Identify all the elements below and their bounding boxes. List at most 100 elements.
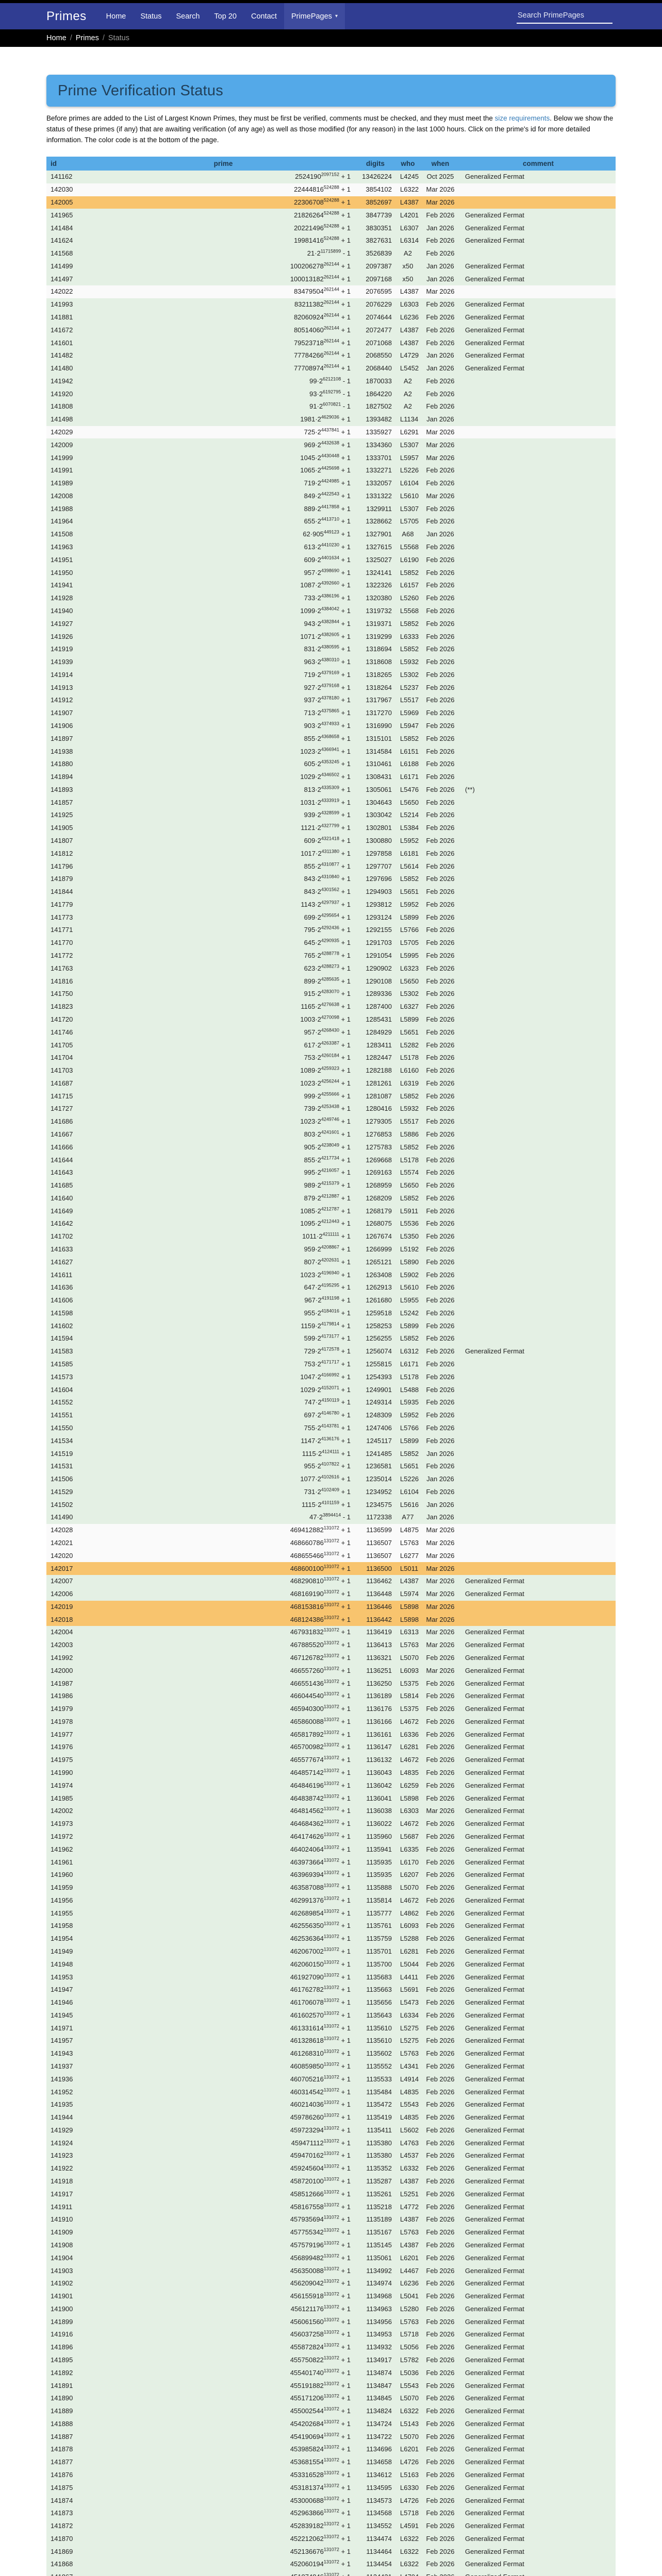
cell-id-link[interactable]: 141978: [51, 1717, 73, 1725]
cell-id-link[interactable]: 141927: [51, 619, 73, 628]
cell-id-link[interactable]: 141685: [51, 1181, 73, 1190]
cell-id-link[interactable]: 141975: [51, 1756, 73, 1764]
cell-id-link[interactable]: 141929: [51, 2126, 73, 2134]
cell-id-link[interactable]: 141977: [51, 1730, 73, 1738]
cell-id-link[interactable]: 141602: [51, 1321, 73, 1330]
cell-id-link[interactable]: 141911: [51, 2202, 73, 2211]
cell-id-link[interactable]: 141870: [51, 2534, 73, 2543]
cell-id-link[interactable]: 141876: [51, 2471, 73, 2479]
cell-id-link[interactable]: 142007: [51, 1577, 73, 1585]
nav-item-home[interactable]: Home: [106, 12, 126, 21]
cell-id-link[interactable]: 141892: [51, 2368, 73, 2377]
cell-id-link[interactable]: 141922: [51, 2164, 73, 2173]
cell-id-link[interactable]: 141900: [51, 2304, 73, 2313]
cell-id-link[interactable]: 141702: [51, 1232, 73, 1241]
nav-item-search[interactable]: Search: [176, 12, 200, 21]
cell-id-link[interactable]: 141568: [51, 249, 73, 258]
cell-id-link[interactable]: 141919: [51, 645, 73, 653]
cell-id-link[interactable]: 141869: [51, 2547, 73, 2555]
cell-id-link[interactable]: 142000: [51, 1666, 73, 1674]
cell-id-link[interactable]: 141928: [51, 594, 73, 602]
cell-id-link[interactable]: 141480: [51, 364, 73, 372]
cell-id-link[interactable]: 142006: [51, 1590, 73, 1598]
cell-id-link[interactable]: 141750: [51, 990, 73, 998]
nav-item-top20[interactable]: Top 20: [214, 12, 237, 21]
cell-id-link[interactable]: 142003: [51, 1641, 73, 1649]
cell-id-link[interactable]: 141907: [51, 709, 73, 717]
cell-id-link[interactable]: 141640: [51, 1194, 73, 1202]
cell-id-link[interactable]: 141534: [51, 1436, 73, 1445]
cell-id-link[interactable]: 141874: [51, 2496, 73, 2504]
nav-item-contact[interactable]: Contact: [251, 12, 277, 21]
cell-id-link[interactable]: 141611: [51, 1270, 73, 1279]
cell-id-link[interactable]: 141895: [51, 2355, 73, 2364]
cell-id-link[interactable]: 142002: [51, 1807, 73, 1815]
cell-id-link[interactable]: 141957: [51, 2037, 73, 2045]
cell-id-link[interactable]: 141598: [51, 1309, 73, 1317]
cell-id-link[interactable]: 141746: [51, 1028, 73, 1036]
cell-id-link[interactable]: 141935: [51, 2100, 73, 2109]
cell-id-link[interactable]: 141482: [51, 351, 73, 360]
cell-id-link[interactable]: 141875: [51, 2483, 73, 2492]
cell-id-link[interactable]: 141873: [51, 2509, 73, 2517]
cell-id-link[interactable]: 141972: [51, 1832, 73, 1840]
cell-id-link[interactable]: 141887: [51, 2432, 73, 2441]
cell-id-link[interactable]: 141686: [51, 1117, 73, 1126]
cell-id-link[interactable]: 141949: [51, 1947, 73, 1955]
cell-id-link[interactable]: 142029: [51, 428, 73, 436]
cell-id-link[interactable]: 141715: [51, 1092, 73, 1100]
cell-id-link[interactable]: 142021: [51, 1538, 73, 1547]
cell-id-link[interactable]: 141490: [51, 1513, 73, 1521]
cell-id-link[interactable]: 141960: [51, 1871, 73, 1879]
cell-id-link[interactable]: 141773: [51, 913, 73, 921]
cell-id-link[interactable]: 141877: [51, 2458, 73, 2466]
cell-id-link[interactable]: 141990: [51, 1769, 73, 1777]
cell-id-link[interactable]: 142030: [51, 185, 73, 194]
cell-id-link[interactable]: 141881: [51, 313, 73, 321]
cell-id-link[interactable]: 141912: [51, 696, 73, 704]
cell-id-link[interactable]: 141965: [51, 211, 73, 219]
cell-id-link[interactable]: 141704: [51, 1054, 73, 1062]
cell-id-link[interactable]: 141705: [51, 1041, 73, 1049]
cell-id-link[interactable]: 141552: [51, 1398, 73, 1406]
cell-id-link[interactable]: 141844: [51, 888, 73, 896]
nav-item-status[interactable]: Status: [140, 12, 162, 21]
cell-id-link[interactable]: 141703: [51, 1066, 73, 1075]
cell-id-link[interactable]: 141956: [51, 1896, 73, 1904]
cell-id-link[interactable]: 141550: [51, 1423, 73, 1432]
cell-id-link[interactable]: 141606: [51, 1296, 73, 1304]
cell-id-link[interactable]: 141636: [51, 1283, 73, 1292]
cell-id-link[interactable]: 141880: [51, 760, 73, 768]
cell-id-link[interactable]: 141993: [51, 300, 73, 309]
cell-id-link[interactable]: 141948: [51, 1960, 73, 1968]
cell-id-link[interactable]: 141903: [51, 2266, 73, 2275]
cell-id-link[interactable]: 141889: [51, 2407, 73, 2415]
cell-id-link[interactable]: 141954: [51, 1935, 73, 1943]
cell-id-link[interactable]: 141879: [51, 875, 73, 883]
cell-id-link[interactable]: 141987: [51, 1679, 73, 1687]
cell-id-link[interactable]: 141624: [51, 236, 73, 245]
cell-id-link[interactable]: 141979: [51, 1705, 73, 1713]
cell-id-link[interactable]: 141498: [51, 415, 73, 423]
cell-id-link[interactable]: 141763: [51, 964, 73, 972]
cell-id-link[interactable]: 141816: [51, 977, 73, 985]
cell-id-link[interactable]: 141914: [51, 670, 73, 679]
cell-id-link[interactable]: 141508: [51, 530, 73, 538]
cell-id-link[interactable]: 141905: [51, 824, 73, 832]
cell-id-link[interactable]: 141888: [51, 2419, 73, 2428]
cell-id-link[interactable]: 141953: [51, 1973, 73, 1981]
cell-id-link[interactable]: 141909: [51, 2228, 73, 2236]
breadcrumb-primes-link[interactable]: Primes: [75, 34, 99, 42]
cell-id-link[interactable]: 141961: [51, 1858, 73, 1866]
cell-id-link[interactable]: 141506: [51, 1475, 73, 1483]
cell-id-link[interactable]: 141908: [51, 2241, 73, 2249]
cell-id-link[interactable]: 141924: [51, 2139, 73, 2147]
cell-id-link[interactable]: 141604: [51, 1385, 73, 1394]
cell-id-link[interactable]: 141867: [46, 2571, 92, 2576]
cell-id-link[interactable]: 141878: [51, 2445, 73, 2453]
cell-id-link[interactable]: 141937: [51, 2062, 73, 2071]
cell-id-link[interactable]: 141974: [51, 1781, 73, 1789]
cell-id-link[interactable]: 141941: [51, 581, 73, 589]
cell-id-link[interactable]: 141901: [51, 2292, 73, 2300]
cell-id-link[interactable]: 141913: [51, 683, 73, 691]
